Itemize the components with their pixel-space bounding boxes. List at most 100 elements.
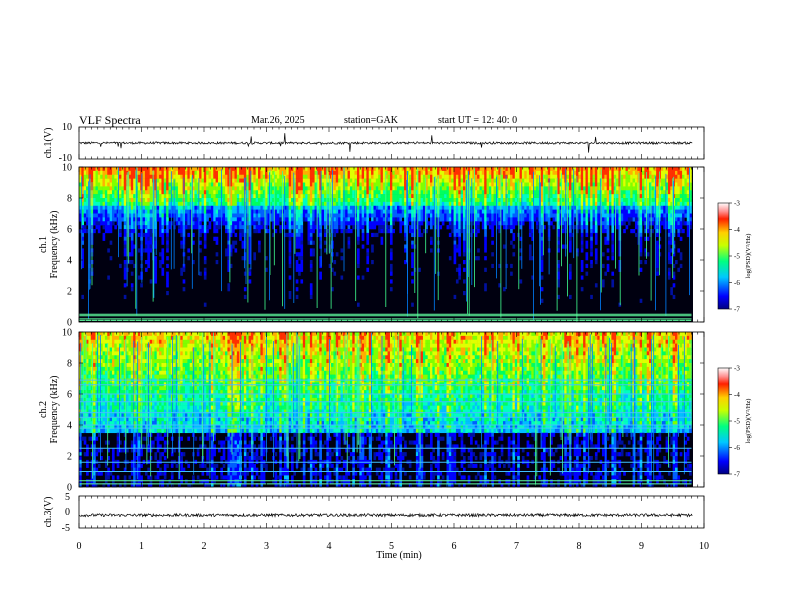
spectrogram-cell — [349, 167, 353, 172]
spectrogram-cell — [576, 209, 579, 214]
spectrogram-cell — [415, 225, 419, 230]
spectrogram-cell — [611, 178, 615, 183]
spectrogram-cell — [295, 232, 299, 238]
spectrogram-cell — [404, 170, 407, 176]
spectrogram-cell — [373, 186, 377, 191]
spectrogram-cell — [554, 198, 558, 203]
spectrogram-cell — [288, 167, 292, 172]
spectrogram-cell — [491, 209, 494, 214]
spectrogram-cell — [356, 209, 360, 214]
spectrogram-cell — [130, 260, 134, 265]
spectrogram-cell — [95, 201, 99, 207]
spectrogram-cell — [356, 256, 360, 261]
spectrogram-cell — [418, 194, 421, 199]
spectrogram-cell — [545, 198, 549, 203]
spectrogram-cell — [401, 178, 405, 183]
spectrogram-cell — [154, 174, 158, 179]
spectrogram-cell — [187, 194, 191, 199]
spectrogram-cell — [319, 170, 322, 176]
spectrogram-cell — [675, 198, 678, 203]
spectrogram-cell — [130, 209, 134, 214]
spectrogram-cell — [536, 201, 539, 207]
spectrogram-cell — [302, 217, 306, 222]
spectrogram-cell — [493, 194, 497, 199]
spectrogram-cell — [571, 186, 575, 191]
spectrogram-cell — [642, 217, 645, 222]
spectrogram-cell — [239, 174, 242, 179]
spectrogram-cell — [149, 209, 153, 214]
spectrogram-cell — [460, 174, 464, 179]
spectrogram-cell — [486, 178, 490, 183]
spectrogram-cell — [498, 225, 501, 230]
spectrogram-cell — [573, 167, 577, 172]
spectrogram-cell — [359, 217, 362, 222]
spectrogram-cell — [250, 178, 254, 183]
spectrogram-cell — [366, 232, 370, 238]
spectrogram-cell — [335, 221, 339, 226]
spectrogram-cell — [545, 209, 549, 214]
spectrogram-cell — [609, 174, 612, 179]
spectrogram-cell — [625, 186, 629, 191]
spectrogram-cell — [583, 170, 586, 176]
spectrogram-cell — [319, 271, 322, 276]
spectrogram-cell — [656, 240, 659, 245]
spectrogram-cell — [217, 170, 221, 176]
spectrogram-cell — [561, 167, 565, 172]
spectrogram-cell — [583, 221, 586, 226]
spectrogram-cell — [203, 271, 207, 276]
spectrogram-cell — [432, 213, 436, 218]
spectrogram-cell — [597, 209, 600, 214]
spectrogram-cell — [401, 190, 405, 195]
spectrogram-cell — [585, 182, 589, 187]
spectrogram-cell — [418, 198, 421, 203]
spectrogram-cell — [611, 244, 615, 249]
spectrogram-cell — [217, 178, 221, 183]
spectrogram-cell — [281, 205, 285, 210]
spectrogram-cell — [656, 271, 659, 276]
spectrogram-cell — [340, 205, 344, 210]
spectrogram-cell — [302, 205, 306, 210]
spectrogram-cell — [380, 182, 384, 187]
spectrogram-cell — [213, 190, 216, 195]
spectrogram-cell — [265, 217, 268, 222]
spectrogram-cell — [147, 198, 150, 203]
spectrogram-cell — [107, 221, 110, 226]
spectrogram-cell — [519, 205, 523, 210]
spectrogram-cell — [590, 174, 593, 179]
spectrogram-cell — [107, 198, 110, 203]
spectrogram-cell — [328, 221, 332, 226]
spectrogram-cell — [166, 190, 169, 195]
spectrogram-cell — [86, 229, 89, 234]
spectrogram-cell — [359, 201, 362, 207]
spectrogram-cell — [130, 190, 134, 195]
spectrogram-cell — [594, 248, 598, 253]
spectrogram-cell — [569, 275, 572, 280]
spectrogram-cell — [625, 170, 629, 176]
spectrogram-cell — [578, 174, 582, 179]
spectrogram-cell — [130, 186, 134, 191]
spectrogram-cell — [364, 174, 367, 179]
spectrogram-cell — [86, 209, 89, 214]
spectrogram-cell — [328, 194, 332, 199]
spectrogram-cell — [199, 229, 202, 234]
spectrogram-cell — [298, 267, 301, 272]
spectrogram-cell — [312, 209, 315, 214]
spectrogram-cell — [253, 217, 256, 222]
spectrogram-cell — [670, 217, 673, 222]
spectrogram-cell — [302, 190, 306, 195]
spectrogram-cell — [255, 229, 259, 234]
spectrogram-cell — [312, 194, 315, 199]
spectrogram-cell — [81, 167, 85, 172]
spectrogram-cell — [149, 240, 153, 245]
spectrogram-cell — [232, 240, 235, 245]
spectrogram-cell — [373, 221, 377, 226]
spectrogram-cell — [307, 229, 311, 234]
spectrogram-cell — [460, 198, 464, 203]
spectrogram-cell — [215, 198, 219, 203]
spectrogram-cell — [587, 167, 591, 172]
spectrogram-cell — [307, 221, 311, 226]
spectrogram-cell — [144, 232, 148, 238]
spectrogram-cell — [495, 221, 499, 226]
spectrogram-cell — [394, 209, 398, 214]
spectrogram-cell — [543, 167, 546, 172]
